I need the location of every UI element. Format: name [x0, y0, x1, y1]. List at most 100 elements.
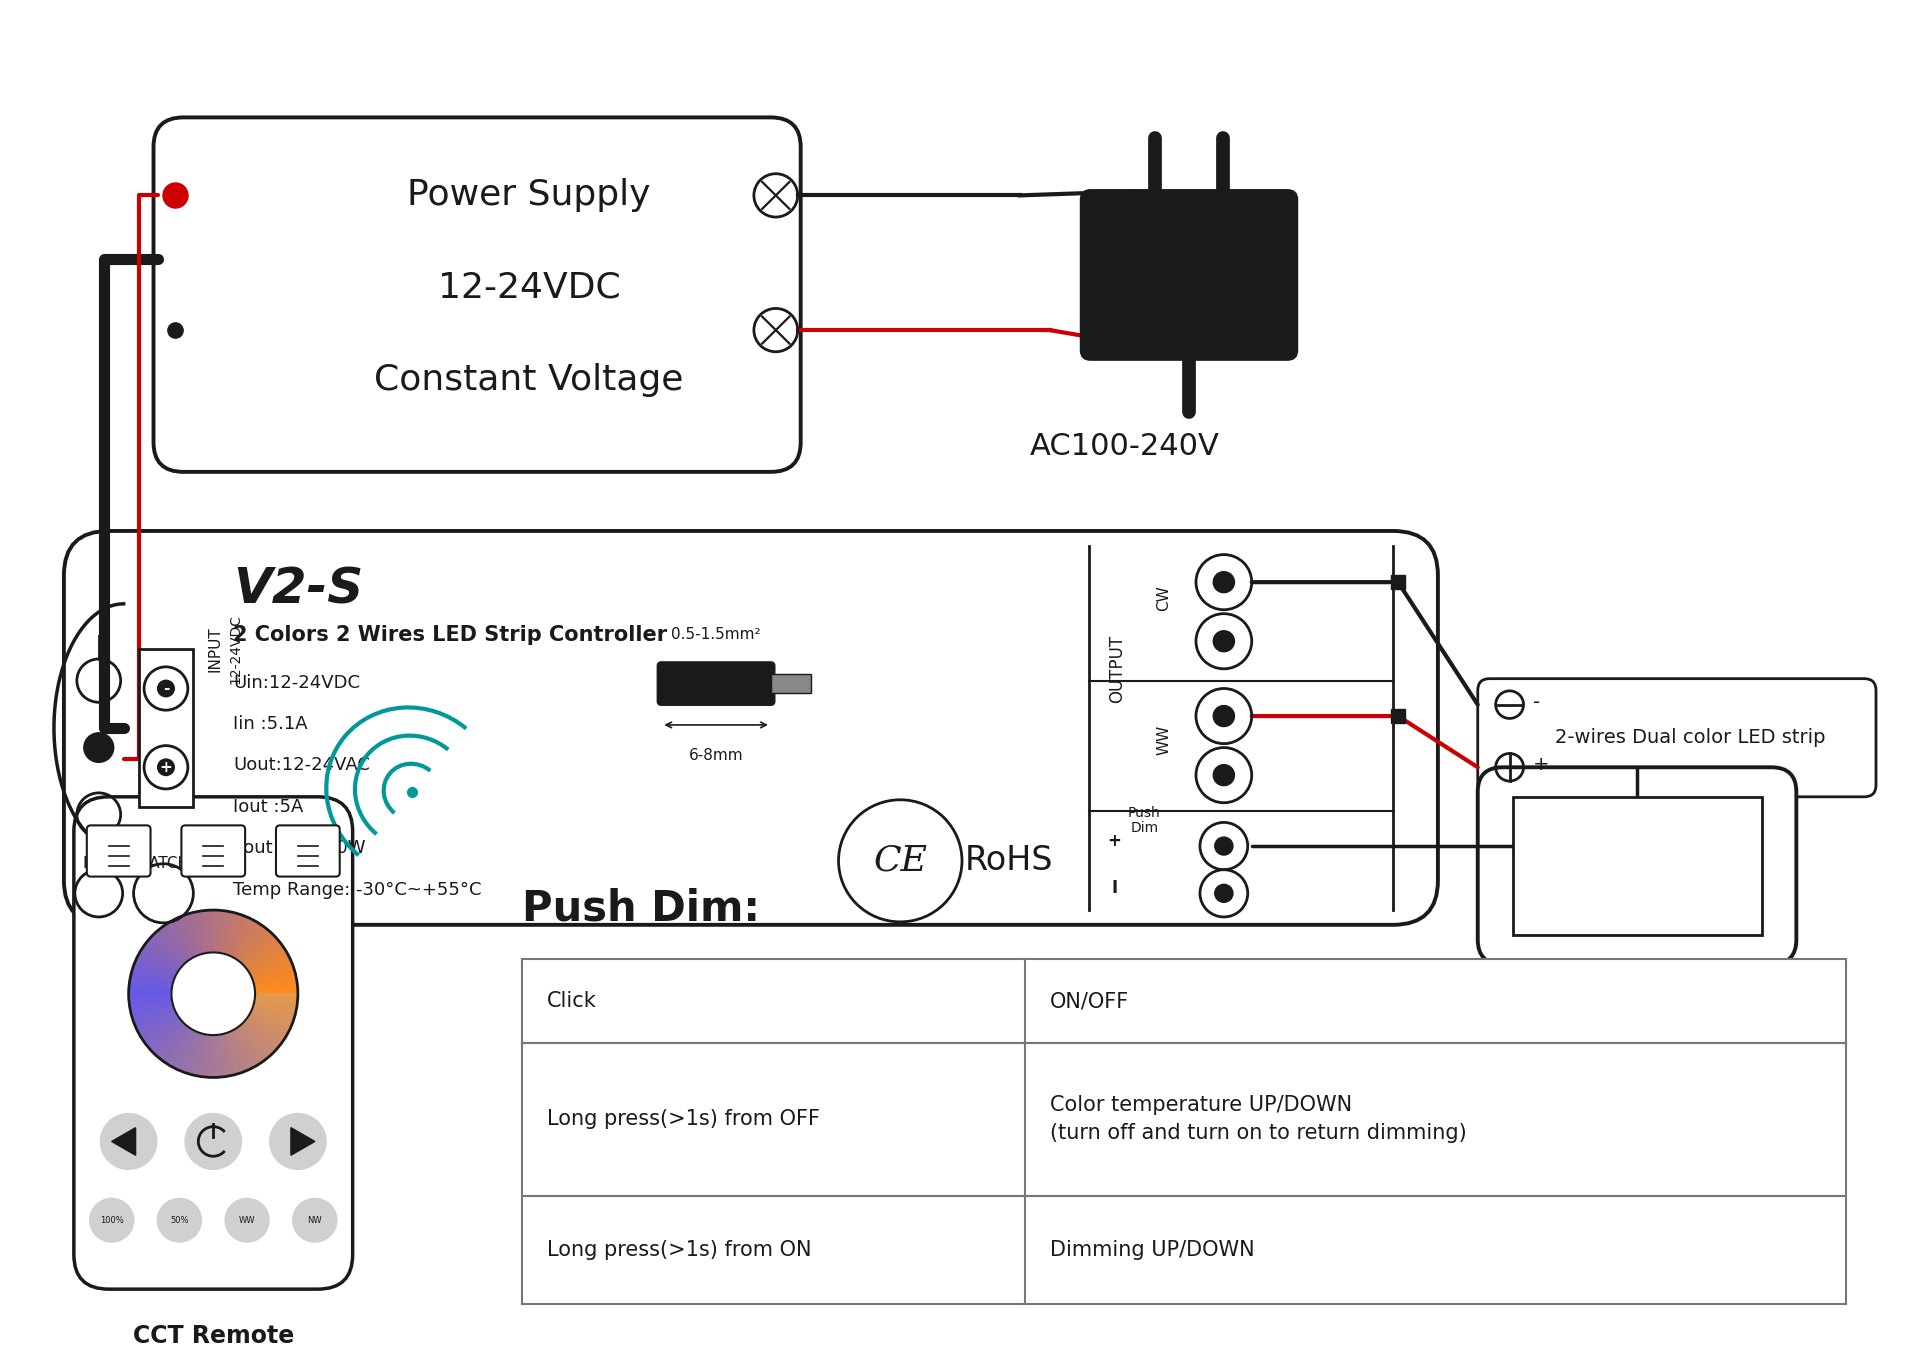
Polygon shape [169, 921, 192, 958]
Polygon shape [177, 1031, 196, 1070]
Polygon shape [167, 923, 192, 959]
Polygon shape [205, 1035, 211, 1077]
Text: Uout:12-24VAC: Uout:12-24VAC [232, 756, 371, 775]
Polygon shape [163, 925, 190, 961]
Polygon shape [253, 1003, 296, 1015]
Polygon shape [253, 1001, 296, 1012]
Circle shape [157, 1199, 202, 1243]
Polygon shape [194, 1034, 205, 1076]
Polygon shape [232, 920, 255, 958]
Polygon shape [161, 1026, 188, 1061]
Circle shape [271, 1114, 326, 1169]
Text: -: - [1532, 692, 1540, 711]
Polygon shape [194, 912, 205, 954]
Polygon shape [219, 1035, 227, 1077]
Bar [770, 673, 810, 694]
Polygon shape [246, 940, 280, 969]
Polygon shape [223, 912, 234, 954]
Bar [138, 649, 194, 806]
Polygon shape [219, 911, 228, 953]
Polygon shape [228, 1031, 246, 1072]
Polygon shape [161, 927, 188, 961]
Polygon shape [253, 1005, 294, 1020]
Polygon shape [225, 1033, 238, 1075]
FancyBboxPatch shape [657, 663, 776, 705]
Polygon shape [129, 996, 171, 1000]
Polygon shape [248, 947, 284, 972]
Polygon shape [236, 1028, 261, 1065]
Polygon shape [148, 1020, 182, 1049]
Polygon shape [142, 947, 179, 972]
Polygon shape [240, 930, 269, 962]
FancyBboxPatch shape [276, 825, 340, 877]
Text: OUTPUT: OUTPUT [1108, 634, 1127, 703]
Polygon shape [134, 959, 175, 978]
Polygon shape [240, 931, 271, 963]
Polygon shape [215, 911, 221, 953]
Polygon shape [163, 1027, 190, 1062]
Polygon shape [129, 980, 173, 988]
Polygon shape [209, 911, 213, 953]
Polygon shape [215, 911, 219, 953]
Polygon shape [129, 985, 171, 991]
Polygon shape [169, 1030, 192, 1066]
Polygon shape [250, 955, 290, 976]
FancyBboxPatch shape [154, 118, 801, 472]
Text: WW: WW [1156, 725, 1171, 755]
Polygon shape [132, 966, 173, 981]
Text: ON/OFF: ON/OFF [1050, 991, 1129, 1011]
Polygon shape [232, 919, 253, 958]
Polygon shape [196, 1034, 205, 1076]
Polygon shape [236, 923, 261, 959]
FancyBboxPatch shape [180, 825, 246, 877]
Polygon shape [253, 970, 296, 984]
Polygon shape [207, 1035, 211, 1077]
Polygon shape [186, 913, 202, 954]
Polygon shape [142, 1015, 179, 1039]
Polygon shape [221, 912, 230, 954]
Polygon shape [134, 1008, 175, 1026]
Polygon shape [131, 972, 173, 984]
Polygon shape [253, 976, 296, 986]
Circle shape [1215, 837, 1233, 855]
Polygon shape [230, 917, 250, 957]
Text: +: + [1108, 832, 1121, 850]
Polygon shape [129, 997, 171, 1003]
Polygon shape [202, 1035, 209, 1077]
Polygon shape [154, 934, 184, 965]
Text: Long press(>1s) from ON: Long press(>1s) from ON [547, 1240, 812, 1260]
Polygon shape [244, 1020, 278, 1049]
Text: RUN: RUN [83, 855, 115, 871]
Text: INPUT: INPUT [207, 626, 223, 672]
Bar [522, 1195, 1847, 1304]
Polygon shape [188, 1034, 202, 1075]
Polygon shape [250, 1014, 288, 1037]
Polygon shape [138, 954, 177, 976]
Text: I: I [1112, 879, 1117, 897]
Circle shape [1213, 631, 1235, 652]
Polygon shape [192, 912, 204, 954]
Circle shape [100, 1114, 157, 1169]
Polygon shape [157, 930, 186, 963]
Polygon shape [250, 951, 288, 974]
Circle shape [294, 1199, 336, 1243]
Polygon shape [134, 1009, 175, 1028]
Polygon shape [136, 957, 177, 977]
Polygon shape [248, 1016, 284, 1041]
Polygon shape [242, 932, 273, 965]
Circle shape [157, 759, 175, 775]
Polygon shape [140, 950, 179, 973]
Polygon shape [146, 942, 180, 969]
Polygon shape [228, 916, 246, 955]
Polygon shape [215, 1035, 221, 1077]
Polygon shape [131, 1003, 173, 1014]
Text: Push: Push [1127, 806, 1160, 820]
Polygon shape [175, 919, 196, 957]
Text: 2-wires Dual color LED strip: 2-wires Dual color LED strip [1555, 728, 1826, 747]
Text: Long press(>1s) from OFF: Long press(>1s) from OFF [547, 1110, 820, 1129]
Text: Power Supply: Power Supply [407, 179, 651, 213]
Polygon shape [165, 924, 190, 959]
Polygon shape [219, 911, 227, 953]
Text: CW: CW [1156, 585, 1171, 611]
Text: Iout :5A: Iout :5A [232, 798, 303, 816]
